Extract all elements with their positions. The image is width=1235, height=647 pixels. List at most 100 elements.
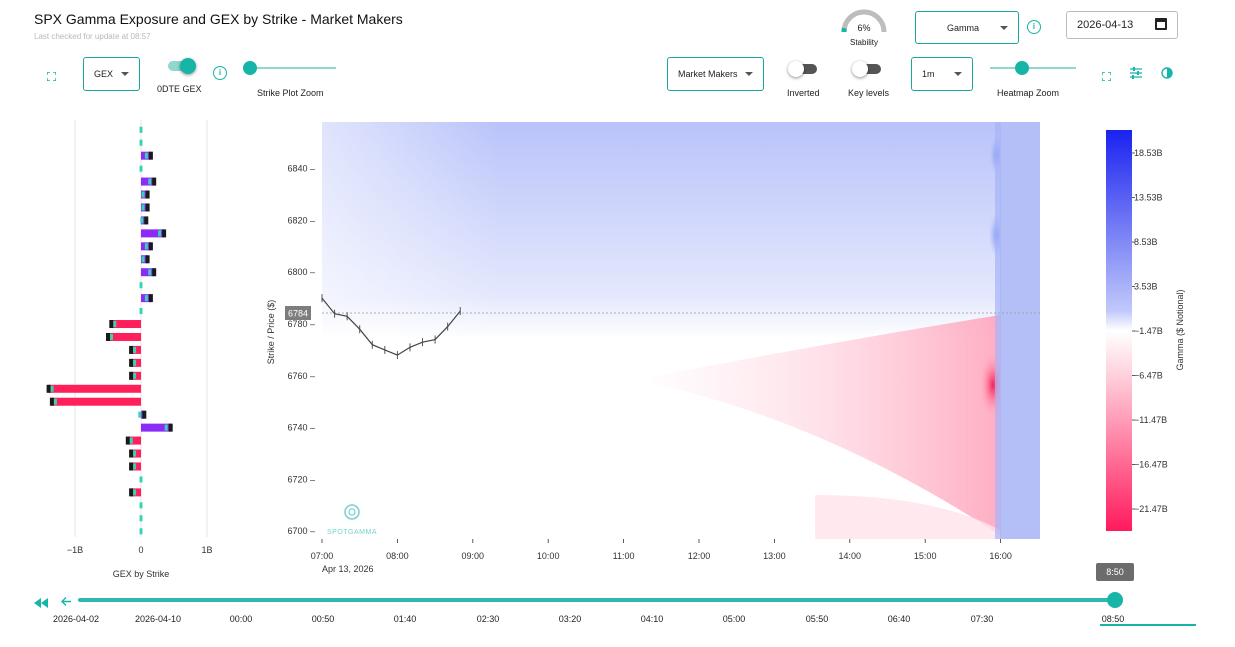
gex-bar (141, 268, 155, 277)
y-tick-label: 6720 – (287, 474, 315, 484)
inverted-toggle[interactable] (788, 61, 820, 77)
timeline-label[interactable]: 00:50 (311, 614, 335, 624)
gex-bar-accent (141, 256, 145, 263)
strike-zoom-track (249, 67, 336, 69)
gex-bar-accent (140, 217, 144, 224)
fullscreen-icon[interactable] (46, 68, 57, 82)
gex-bar-accent (133, 489, 137, 496)
gex-select[interactable]: GEX (83, 57, 140, 91)
gex-bar-cap (152, 177, 157, 186)
party-select-value: Market Makers (678, 69, 738, 79)
gex-bar (51, 397, 141, 406)
gex-bar-cap (148, 151, 153, 160)
metric-select[interactable]: Gamma (915, 11, 1019, 44)
x-tick-label: 11:00 (613, 551, 635, 561)
timeline-label[interactable]: 05:00 (722, 614, 746, 624)
strike-zoom-slider[interactable] (243, 60, 338, 76)
colorbar-tick-label: −16.47B (1134, 460, 1168, 470)
timeline-label[interactable]: 00:00 (229, 614, 253, 624)
colorbar-tick-label: 3.53B (1134, 282, 1158, 292)
date-value: 2026-04-13 (1077, 19, 1134, 31)
x-tick-label: 08:00 (386, 551, 409, 561)
gex-bar-cap (145, 255, 150, 264)
gex-x-tick-label: 1B (201, 545, 212, 555)
interval-select[interactable]: 1m (911, 57, 973, 91)
x-tick-label: 13:00 (763, 551, 786, 561)
gex-bar-cap (129, 449, 134, 458)
y-tick-label: 6760 – (287, 371, 315, 381)
settings-sliders-icon[interactable] (1130, 66, 1142, 79)
gex-bar-accent (53, 398, 57, 405)
price-marker-value: 6784 (288, 309, 308, 319)
x-axis-date-label: Apr 13, 2026 (322, 564, 374, 574)
gex-bar (108, 332, 141, 341)
gex-bar-cap (49, 397, 54, 406)
colorbar-tick-label: 18.53B (1134, 148, 1163, 158)
info-icon[interactable]: i (213, 66, 227, 80)
heatmap-zoom-knob[interactable] (1015, 61, 1030, 75)
gex-bar-accent (110, 333, 113, 340)
timeline-label[interactable]: 08:50 (1101, 614, 1125, 624)
colorbar-gradient (1106, 130, 1132, 531)
key-levels-toggle-track (855, 64, 881, 74)
gex-bar-stub (139, 476, 143, 483)
gex-bar-stub (139, 515, 143, 522)
y-tick-label: 6740 – (287, 423, 315, 433)
fullscreen-icon[interactable] (1101, 68, 1112, 82)
gex-bar-stub (139, 502, 143, 509)
y-tick-label: 6800 – (287, 267, 315, 277)
timeline-label[interactable]: 2026-04-02 (52, 614, 100, 624)
timeline-label[interactable]: 02:30 (476, 614, 500, 624)
heatmap-zoom-label: Heatmap Zoom (997, 88, 1060, 98)
dte-label: 0DTE GEX (157, 84, 202, 94)
stability-gauge: 6% Stability (838, 6, 890, 48)
x-tick-label: 12:00 (688, 551, 711, 561)
dte-toggle[interactable] (166, 58, 198, 74)
gex-bar-stub (139, 308, 143, 315)
timeline-label[interactable]: 04:10 (640, 614, 664, 624)
gex-bar-cap (145, 203, 150, 212)
gex-bar-cap (148, 242, 153, 251)
gex-bar (127, 436, 141, 445)
strike-zoom-knob[interactable] (243, 61, 257, 75)
info-icon[interactable]: i (1027, 20, 1041, 34)
timeline-label[interactable]: 2026-04-10 (134, 614, 182, 624)
gex-select-value: GEX (94, 69, 114, 79)
gex-bar (141, 216, 147, 225)
x-tick-label: 16:00 (989, 551, 1012, 561)
contrast-icon[interactable] (1161, 66, 1173, 79)
gex-bar-accent (133, 359, 137, 366)
gex-bar-accent (148, 178, 152, 185)
inverted-toggle-track (791, 64, 817, 74)
chevron-down-icon (745, 72, 753, 76)
x-tick-label: 15:00 (914, 551, 937, 561)
heatmap-zoom-slider[interactable] (990, 60, 1076, 76)
rewind-icon[interactable] (34, 595, 48, 608)
chevron-down-icon (954, 72, 962, 76)
timeline-label[interactable]: 05:50 (805, 614, 829, 624)
gex-bar-cap (162, 229, 167, 238)
gex-bar-accent (133, 346, 137, 353)
timeline-knob[interactable] (1107, 592, 1123, 608)
timeline-label[interactable]: 01:40 (393, 614, 417, 624)
timeline-label[interactable]: 06:40 (887, 614, 911, 624)
gex-x-axis-label: GEX by Strike (113, 569, 170, 579)
gex-bar-stub (139, 139, 143, 146)
calendar-icon[interactable] (1155, 18, 1167, 30)
spotgamma-logo: SPOTGAMMA (327, 504, 377, 536)
key-levels-toggle[interactable] (852, 61, 884, 77)
back-arrow-icon[interactable] (61, 594, 72, 606)
gex-bar-accent (158, 230, 162, 237)
date-picker[interactable]: 2026-04-13 (1066, 11, 1178, 39)
gex-bar-cap (129, 345, 134, 354)
gex-bar-stub (139, 528, 143, 535)
inverted-toggle-knob (788, 61, 804, 77)
stability-gauge-arc (841, 9, 887, 33)
party-select[interactable]: Market Makers (667, 57, 764, 91)
timeline-label[interactable]: 07:30 (970, 614, 994, 624)
stability-value: 6% (857, 23, 871, 33)
gex-bar (141, 229, 165, 238)
timeline-label[interactable]: 03:20 (558, 614, 582, 624)
timeline-track[interactable] (78, 598, 1116, 602)
gex-bar-stub (139, 282, 143, 289)
